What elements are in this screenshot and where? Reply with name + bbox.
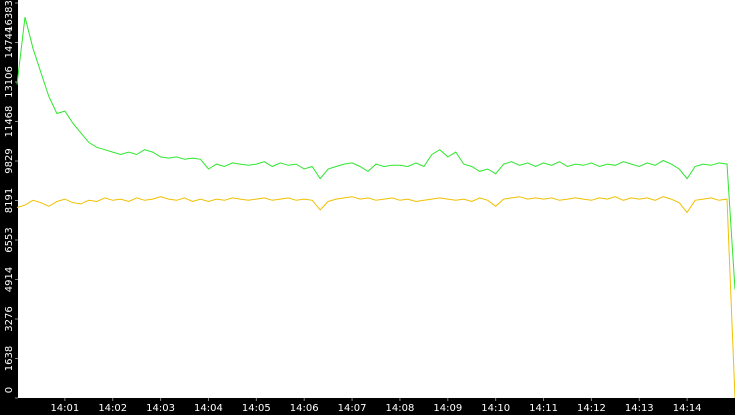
x-tick-label: 14:12 <box>577 403 606 414</box>
x-tick-label: 14:03 <box>146 403 175 414</box>
y-tick-label: 14744 <box>4 27 15 59</box>
y-tick-label: 13106 <box>4 66 15 98</box>
x-tick-label: 14:07 <box>338 403 367 414</box>
x-tick-label: 14:02 <box>98 403 127 414</box>
x-tick-label: 14:01 <box>50 403 79 414</box>
x-tick-label: 14:08 <box>386 403 415 414</box>
y-tick-label: 9829 <box>4 148 15 173</box>
x-tick-label: 14:05 <box>242 403 271 414</box>
x-tick-label: 14:14 <box>673 403 702 414</box>
x-tick-label: 14:13 <box>625 403 654 414</box>
x-tick-label: 14:06 <box>290 403 319 414</box>
x-tick-label: 14:11 <box>529 403 558 414</box>
x-tick-label: 14:04 <box>194 403 223 414</box>
y-tick-label: 11468 <box>4 106 15 138</box>
y-tick-label: 0 <box>4 387 15 393</box>
y-axis-strip <box>0 0 18 415</box>
x-axis-strip <box>0 398 735 415</box>
x-tick-label: 14:10 <box>481 403 510 414</box>
y-tick-label: 16383 <box>4 0 15 32</box>
y-tick-label: 6553 <box>4 227 15 252</box>
series-line <box>16 16 735 290</box>
y-tick-label: 8191 <box>4 188 15 213</box>
x-tick-label: 14:09 <box>433 403 462 414</box>
series-line <box>16 196 735 399</box>
y-tick-label: 4914 <box>4 267 15 292</box>
y-tick-label: 1638 <box>4 346 15 371</box>
y-tick-label: 3276 <box>4 306 15 331</box>
